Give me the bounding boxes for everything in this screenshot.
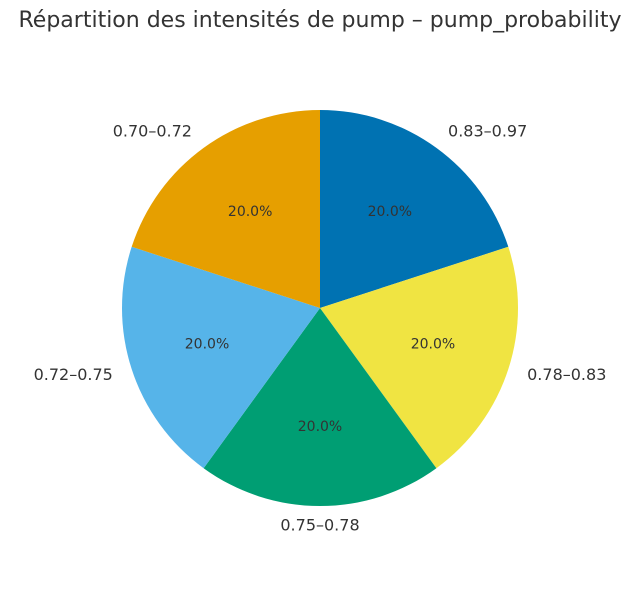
slice-labels: 0.83–0.97 0.78–0.83 0.75–0.78 0.72–0.75 0.70…: [34, 121, 607, 534]
percent-labels: 20.0% 20.0% 20.0% 20.0% 20.0%: [185, 204, 455, 435]
slice-percent-1: 20.0%: [411, 337, 455, 353]
pie-slice-1: [320, 246, 519, 469]
slice-percent-0: 20.0%: [368, 204, 412, 220]
pie-slice-2: [203, 308, 437, 507]
slice-percent-3: 20.0%: [185, 337, 229, 353]
slice-percent-2: 20.0%: [298, 419, 342, 435]
slice-label-1: 0.78–0.83: [527, 365, 606, 384]
pie-slice-3: [121, 246, 321, 469]
slice-label-0: 0.83–0.97: [448, 121, 527, 140]
chart-title: Répartition des intensités de pump – pum…: [18, 8, 622, 33]
pie-slice-4: [131, 110, 320, 308]
slice-label-3: 0.72–0.75: [34, 365, 113, 384]
slice-percent-4: 20.0%: [228, 204, 272, 220]
slice-label-4: 0.70–0.72: [113, 121, 192, 140]
pie-slices: [121, 110, 519, 507]
pie-slice-0: [320, 110, 509, 308]
slice-label-2: 0.75–0.78: [280, 515, 359, 534]
